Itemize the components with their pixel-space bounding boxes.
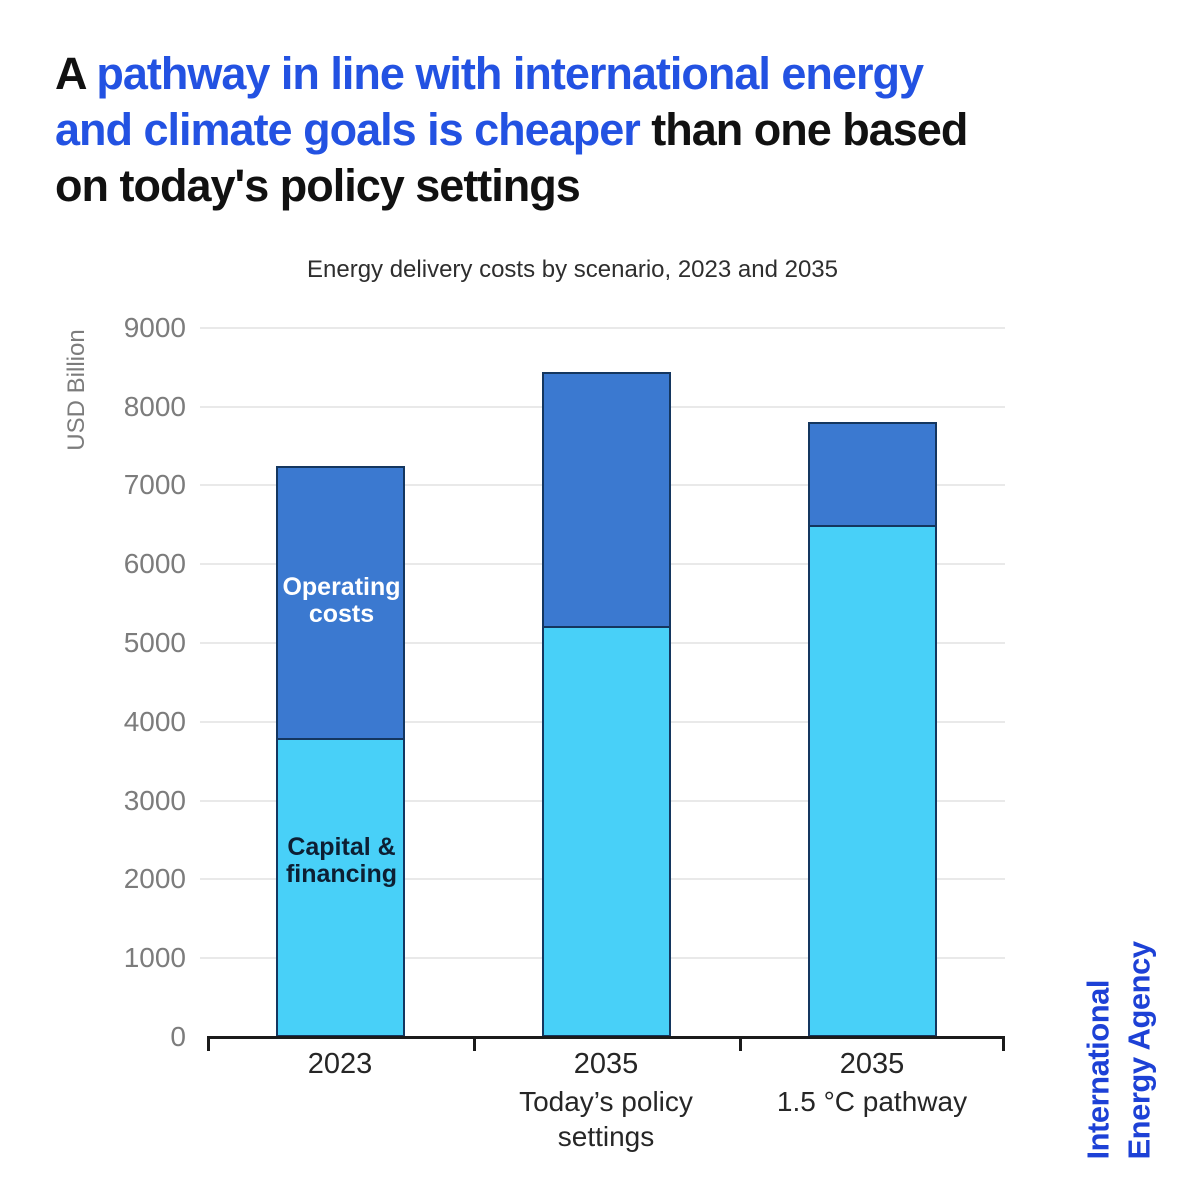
- y-tick-label-7000: 7000: [123, 469, 186, 501]
- x-axis-tick-2: [739, 1036, 742, 1051]
- bar-1-operating-costs: [275, 465, 405, 740]
- y-tick-label-3000: 3000: [123, 784, 186, 816]
- y-tick-label-2000: 2000: [123, 863, 186, 895]
- bar-3-capital-financing: [807, 524, 937, 1037]
- y-tick-label-6000: 6000: [123, 548, 186, 580]
- chart-subtitle: Energy delivery costs by scenario, 2023 …: [307, 256, 838, 283]
- x-label-year-3: 2035: [839, 1048, 905, 1080]
- page-title: A pathway in line with international ene…: [55, 46, 1115, 214]
- title-line: on today's policy settings: [55, 160, 581, 211]
- legend-label-capital-financing: Capital & financing: [285, 833, 398, 888]
- y-tick-label-5000: 5000: [123, 627, 186, 658]
- iea-logo: International Energy Agency: [1080, 941, 1157, 1160]
- bar-1-capital-financing: [275, 737, 405, 1037]
- gridline-9000: [200, 326, 1005, 329]
- x-axis-tick-3: [1002, 1036, 1005, 1051]
- x-label-year-2: 2035: [573, 1048, 639, 1080]
- x-axis-line: [207, 1036, 1005, 1039]
- x-label-scenario-3: 1.5 °C pathway: [776, 1086, 968, 1117]
- y-tick-label-9000: 9000: [123, 311, 186, 343]
- y-tick-label-0: 0: [170, 1021, 186, 1052]
- title-line: and climate goals is cheaper than one ba…: [55, 104, 968, 155]
- y-tick-label-8000: 8000: [123, 390, 186, 422]
- x-axis-tick-1: [473, 1036, 476, 1051]
- legend-label-operating-costs: Operating costs: [282, 573, 401, 628]
- title-line: A pathway in line with international ene…: [55, 48, 924, 99]
- x-axis-tick-0: [207, 1036, 210, 1051]
- bar-2-capital-financing: [541, 625, 671, 1037]
- x-label-year-1: 2023: [307, 1048, 373, 1080]
- y-tick-label-1000: 1000: [123, 942, 186, 974]
- y-tick-label-4000: 4000: [123, 705, 186, 737]
- x-label-scenario-2: Today’s policy settings: [519, 1086, 693, 1152]
- bar-2-operating-costs: [541, 371, 671, 628]
- bar-3-operating-costs: [807, 422, 937, 527]
